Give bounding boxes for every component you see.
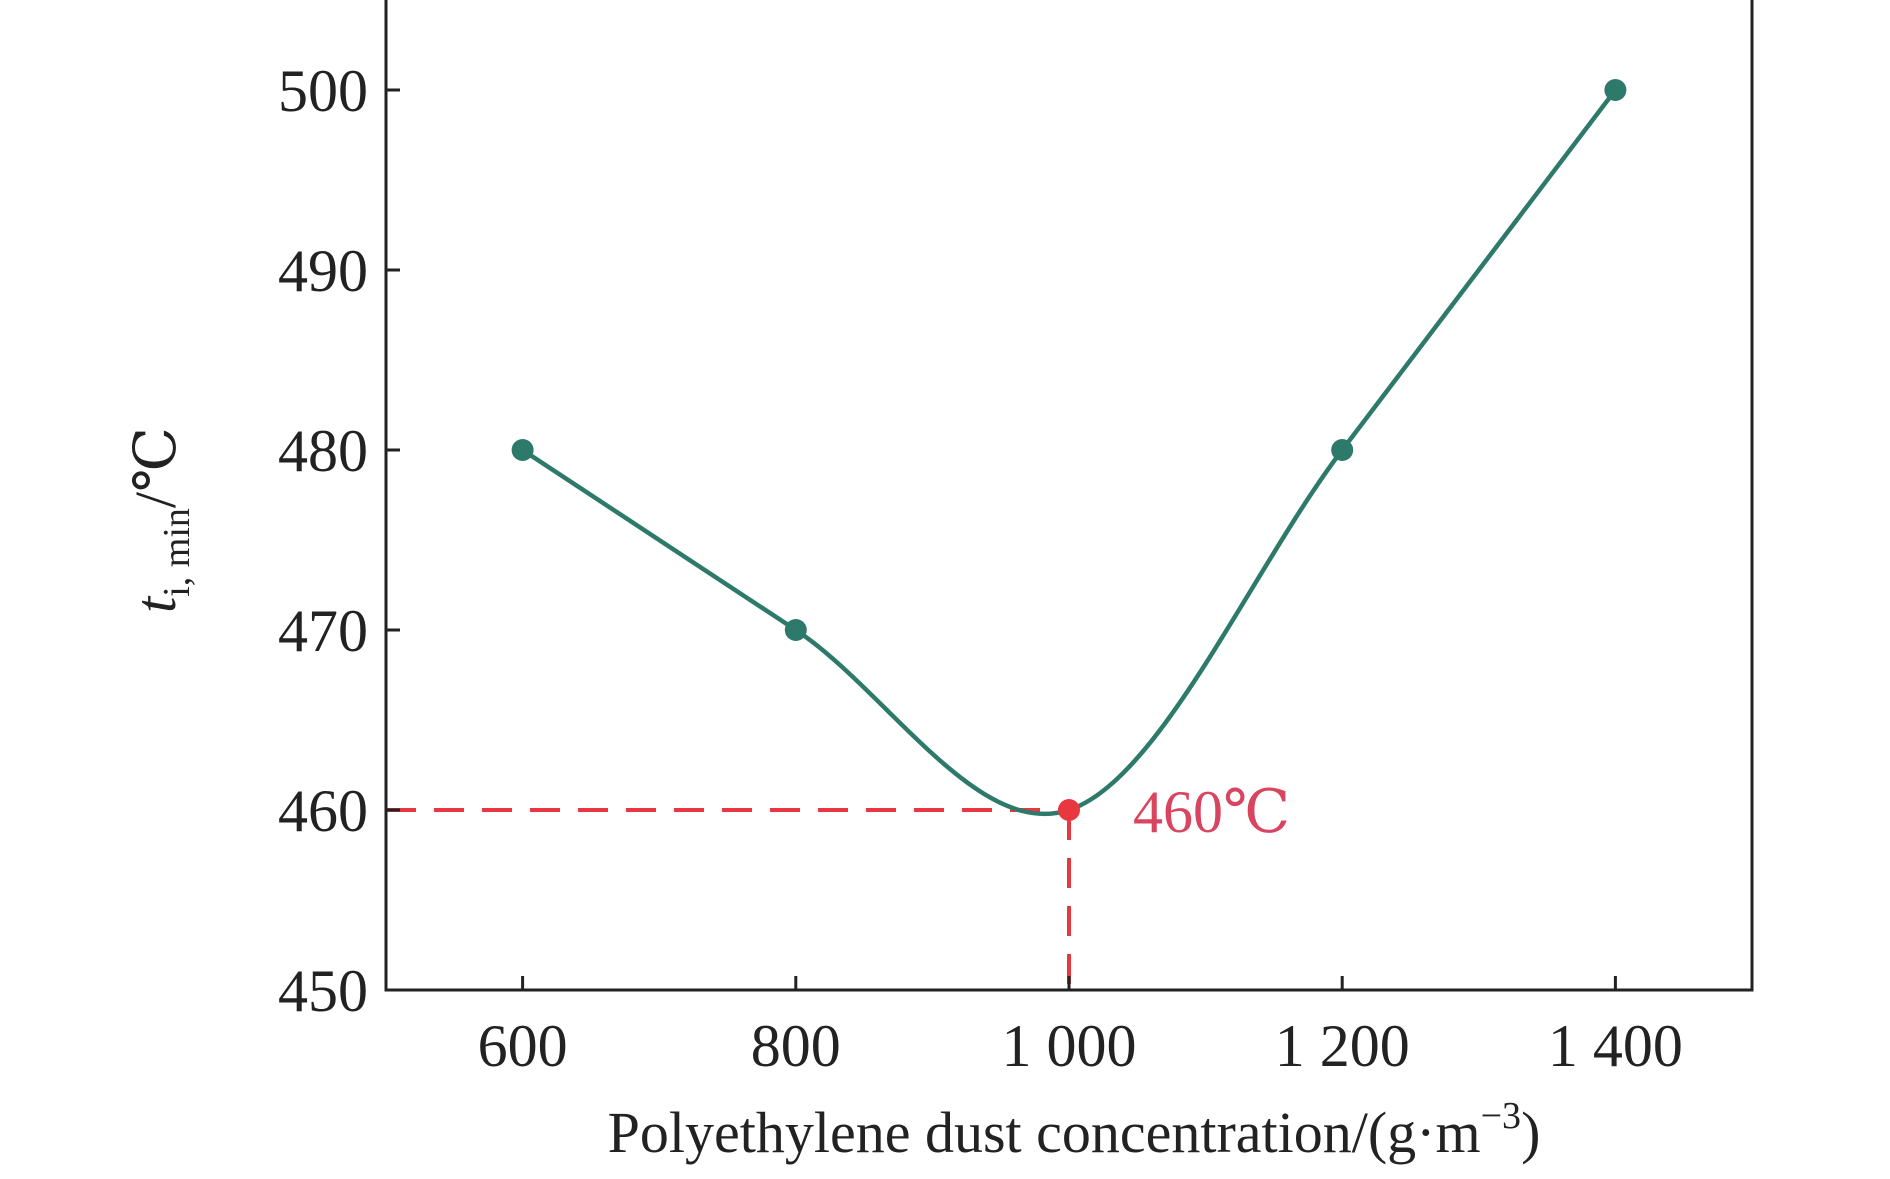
y-axis-label-group: ti, min/℃ <box>123 427 198 613</box>
y-tick-label: 490 <box>278 238 368 304</box>
y-tick-label: 450 <box>278 958 368 1024</box>
y-tick-label: 480 <box>278 418 368 484</box>
x-tick-label: 600 <box>478 1013 568 1079</box>
x-axis-ticks: 600 800 1 000 1 200 1 400 <box>478 976 1683 1079</box>
series-curve-layer <box>520 87 1618 817</box>
x-axis-label: Polyethylene dust concentration/(g·m−3) <box>608 1095 1541 1165</box>
series-line <box>520 87 1618 817</box>
y-axis-label-unit: /℃ <box>123 427 188 508</box>
y-axis-label-subscript: i, min <box>156 508 198 597</box>
y-axis-label-symbol: t <box>123 595 188 613</box>
x-axis-label-superscript: −3 <box>1481 1095 1521 1137</box>
y-axis-label: ti, min/℃ <box>123 427 198 613</box>
min-point-annotation: 460℃ <box>1133 779 1290 845</box>
x-tick-label: 1 400 <box>1548 1013 1683 1079</box>
y-tick-label: 470 <box>278 598 368 664</box>
data-point <box>1331 439 1354 461</box>
data-point <box>784 619 807 641</box>
x-axis-label-main: Polyethylene dust concentration/(g·m <box>608 1100 1481 1165</box>
x-axis-label-close: ) <box>1521 1100 1540 1165</box>
data-point <box>511 439 534 461</box>
x-tick-label: 800 <box>751 1013 841 1079</box>
highlight-data-point <box>1058 799 1080 821</box>
y-tick-label: 500 <box>278 58 368 124</box>
x-tick-label: 1 200 <box>1275 1013 1410 1079</box>
y-axis-ticks: 450 460 470 480 490 500 <box>278 58 400 1024</box>
data-point <box>1604 79 1627 101</box>
y-tick-label: 460 <box>278 778 368 844</box>
highlight-guides <box>386 808 1071 990</box>
data-points <box>511 79 1627 821</box>
x-tick-label: 1 000 <box>1002 1013 1137 1079</box>
